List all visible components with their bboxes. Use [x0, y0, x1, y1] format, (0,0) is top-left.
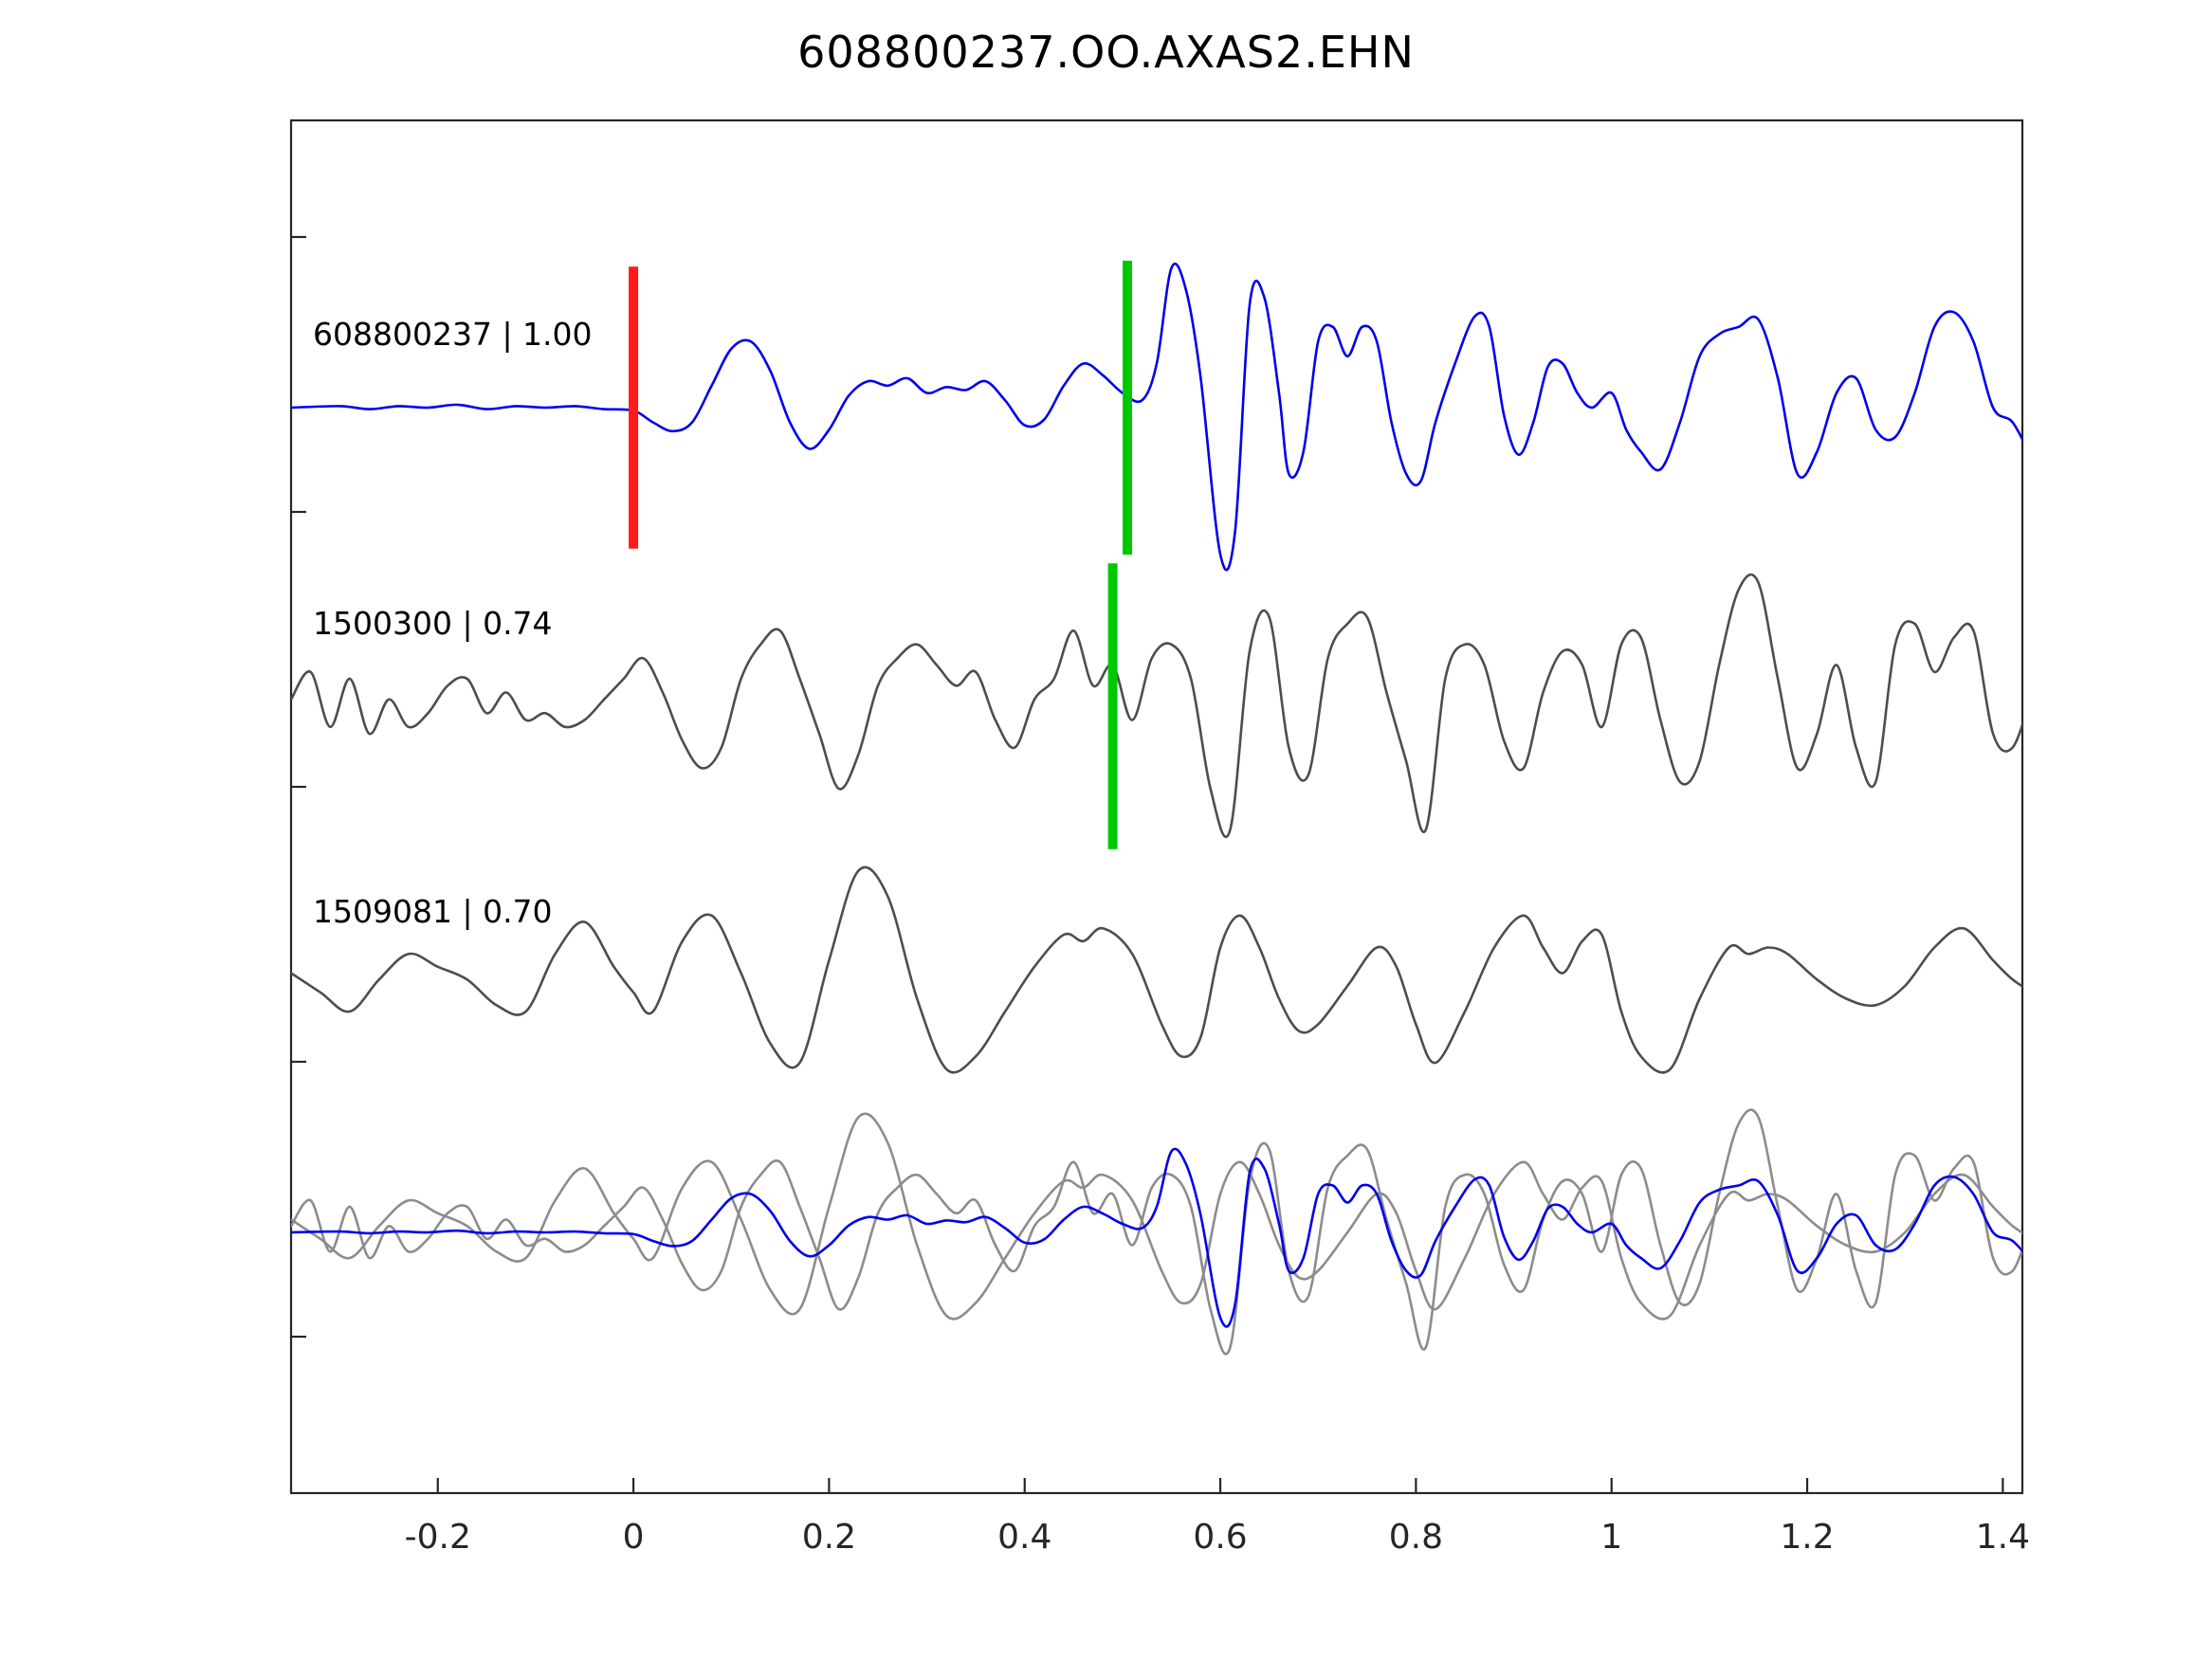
trace-path-1500300 [291, 573, 2022, 839]
x-tick-label: 0.6 [1193, 1518, 1247, 1557]
overlay-trace-608800237 [291, 1147, 2022, 1328]
trace-path-608800237 [291, 262, 2022, 572]
plot-border [289, 118, 2024, 1495]
trace-label-1500300: 1500300 | 0.74 [313, 605, 553, 642]
x-tick-label: 0.4 [997, 1518, 1051, 1557]
x-tick-label: 1.2 [1780, 1518, 1834, 1557]
axes [289, 118, 2024, 1495]
x-tick-label: 1.4 [1976, 1518, 2030, 1557]
traces [291, 262, 2022, 1356]
x-tick-label: -0.2 [405, 1518, 471, 1557]
trace-label-608800237: 608800237 | 1.00 [313, 316, 593, 353]
x-tick-label: 0 [623, 1518, 645, 1557]
figure-title: 608800237.OO.AXAS2.EHN [797, 27, 1415, 78]
x-tick-label: 0.8 [1389, 1518, 1443, 1557]
tick-labels: -0.2 0 0.2 0.4 0.6 0.8 1 1.2 1.4 [405, 1518, 2030, 1557]
pick-markers [629, 261, 1133, 849]
trace-label-1509081: 1509081 | 0.70 [313, 893, 553, 930]
x-tick-label: 0.2 [802, 1518, 856, 1557]
overlay-trace-1509081 [291, 1112, 2022, 1321]
trace-path-1509081 [291, 866, 2022, 1074]
x-tick-label: 1 [1600, 1518, 1622, 1557]
